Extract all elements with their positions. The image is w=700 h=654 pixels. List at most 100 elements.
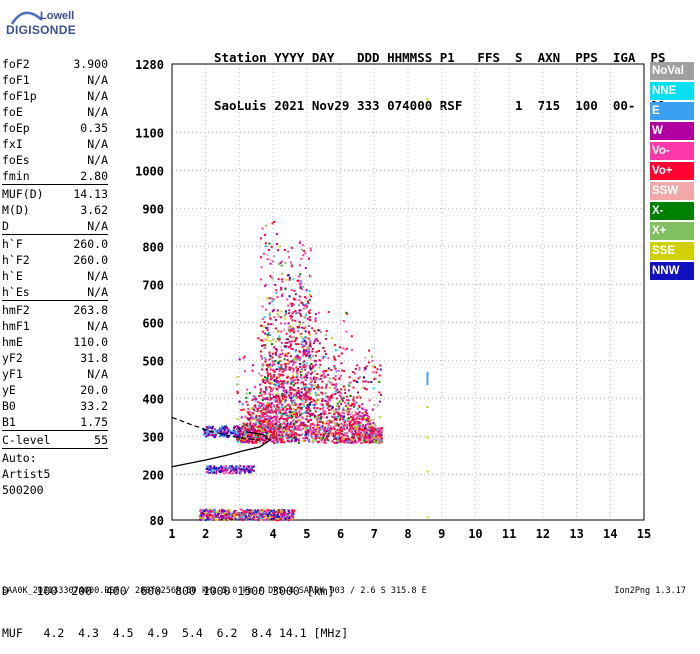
echo-point: [301, 340, 304, 343]
echo-point: [272, 298, 275, 301]
echo-point: [234, 513, 237, 516]
echo-point: [284, 418, 287, 421]
echo-point: [271, 421, 274, 424]
echo-point: [321, 411, 324, 414]
echo-point: [256, 417, 259, 420]
echo-point: [363, 369, 366, 372]
echo-point: [251, 417, 254, 420]
echo-point: [298, 359, 301, 362]
echo-point: [304, 313, 307, 316]
echo-point: [353, 400, 356, 403]
echo-point: [246, 424, 249, 427]
echo-point: [307, 429, 310, 432]
echo-point: [259, 339, 262, 342]
echo-point: [331, 393, 334, 396]
autoscale-line1: Auto:: [2, 451, 37, 465]
echo-point: [294, 432, 297, 435]
echo-point: [330, 433, 333, 436]
echo-point: [270, 377, 272, 380]
echo-point: [306, 403, 309, 406]
echo-point: [329, 428, 331, 431]
echo-point: [273, 429, 276, 432]
echo-point: [331, 394, 334, 397]
echo-point: [338, 423, 340, 426]
echo-point: [298, 264, 301, 267]
echo-point: [272, 375, 275, 378]
echo-point: [292, 363, 295, 366]
echo-point: [282, 439, 285, 442]
echo-point: [363, 433, 365, 436]
echo-point: [292, 326, 295, 329]
echo-point: [276, 511, 279, 513]
echo-point: [280, 260, 283, 263]
echo-point: [299, 424, 302, 427]
echo-point: [362, 408, 365, 411]
echo-point: [260, 356, 263, 359]
echo-point: [316, 424, 319, 427]
param-row: foF2 3.900: [2, 56, 108, 72]
echo-point: [292, 297, 295, 300]
echo-point: [291, 415, 293, 418]
echo-point: [283, 514, 285, 517]
echo-point: [207, 518, 210, 521]
echo-point: [266, 380, 269, 382]
echo-point: [303, 368, 306, 371]
echo-point: [272, 338, 275, 341]
echo-point: [286, 404, 289, 407]
echo-point: [268, 364, 270, 366]
echo-point: [335, 429, 338, 432]
echo-point: [267, 423, 270, 426]
echo-point: [211, 510, 214, 513]
echo-point: [269, 415, 271, 418]
echo-point: [208, 511, 211, 514]
echo-point: [332, 432, 335, 435]
param-value: 260.0: [73, 253, 108, 267]
echo-point: [295, 394, 298, 397]
echo-point: [270, 297, 273, 300]
echo-point: [224, 468, 227, 471]
echo-point: [301, 393, 304, 396]
echo-point: [333, 387, 336, 390]
echo-point: [294, 414, 297, 417]
echo-point: [280, 286, 283, 289]
echo-point: [296, 372, 299, 375]
echo-point: [296, 354, 299, 357]
echo-point: [309, 340, 312, 343]
echo-point: [253, 417, 256, 420]
echo-point: [240, 516, 243, 518]
echo-point: [309, 373, 312, 376]
echo-point: [223, 430, 226, 433]
echo-point: [240, 440, 243, 443]
station-header: Station YYYY DAY DDD HHMMSS P1 FFS S AXN…: [214, 18, 666, 130]
echo-point: [357, 415, 360, 418]
echo-point: [205, 468, 208, 470]
echo-point: [207, 431, 210, 434]
echo-point: [249, 430, 252, 433]
echo-point: [356, 412, 359, 415]
echo-point: [236, 383, 239, 386]
echo-point: [291, 403, 294, 406]
echo-point: [323, 350, 326, 353]
echo-point: [274, 351, 277, 354]
echo-point: [266, 336, 269, 339]
echo-point: [320, 426, 323, 429]
echo-point: [376, 436, 379, 439]
echo-point: [280, 341, 283, 344]
echo-point: [374, 436, 377, 439]
echo-point: [291, 396, 294, 399]
echo-point: [354, 368, 357, 370]
echo-point: [268, 428, 271, 431]
x-tick-label: 9: [438, 527, 445, 541]
echo-point: [276, 348, 279, 351]
echo-point: [281, 435, 284, 438]
echo-point: [305, 362, 308, 365]
echo-point: [278, 376, 280, 379]
echo-point: [262, 330, 265, 333]
echo-point: [288, 335, 291, 338]
echo-point: [343, 431, 346, 434]
echo-point: [262, 396, 265, 399]
echo-point: [245, 396, 248, 399]
echo-point: [373, 404, 376, 407]
echo-point: [266, 297, 269, 300]
echo-point: [252, 469, 255, 472]
